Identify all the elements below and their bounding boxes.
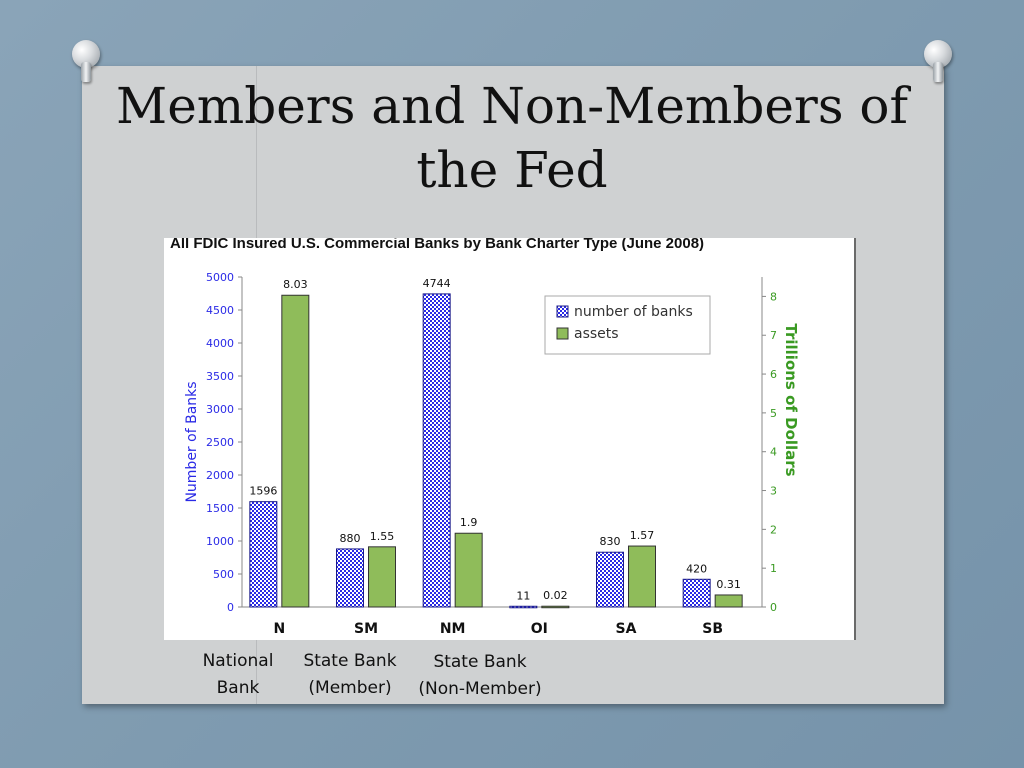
- left-tick-label: 3000: [206, 403, 234, 416]
- bar-assets: [628, 545, 656, 608]
- slide-title-line1: Members and Non-Members of: [116, 77, 908, 135]
- data-label-banks: 420: [686, 562, 707, 575]
- caption-line: State Bank: [433, 652, 527, 672]
- caption-line: (Non-Member): [418, 679, 542, 699]
- bar-assets: [541, 605, 570, 609]
- bar-number-of-banks: [509, 605, 538, 609]
- bar-number-of-banks: [249, 501, 278, 608]
- left-tick-label: 0: [227, 601, 234, 614]
- bar-number-of-banks: [682, 578, 711, 608]
- left-tick-label: 2000: [206, 469, 234, 482]
- data-label-assets: 1.57: [630, 529, 655, 542]
- caption-state-bank-non-member: State Bank (Non-Member): [406, 649, 554, 703]
- bar-assets: [281, 294, 310, 608]
- bar-number-of-banks: [422, 293, 451, 608]
- x-category-label: OI: [531, 621, 548, 637]
- left-tick-label: 4500: [206, 304, 234, 317]
- data-label-assets: 1.9: [460, 516, 478, 529]
- legend-swatch-assets: [556, 327, 569, 340]
- x-category-label: SB: [702, 621, 723, 637]
- caption-state-bank-member: State Bank (Member): [290, 648, 410, 702]
- right-tick-label: 5: [770, 407, 777, 420]
- bar-number-of-banks: [596, 551, 624, 608]
- left-tick-label: 3500: [206, 370, 234, 383]
- caption-national-bank: National Bank: [190, 648, 286, 702]
- bar-chart-image: All FDIC Insured U.S. Commercial Banks b…: [164, 238, 856, 640]
- left-tick-label: 1500: [206, 502, 234, 515]
- left-axis-title: Number of Banks: [184, 381, 200, 502]
- right-tick-label: 4: [770, 446, 777, 459]
- data-label-assets: 0.31: [716, 578, 741, 591]
- caption-line: (Member): [308, 678, 392, 698]
- x-category-label: SM: [354, 621, 378, 637]
- data-label-banks: 1596: [249, 485, 277, 498]
- left-tick-label: 4000: [206, 337, 234, 350]
- data-label-assets: 0.02: [543, 589, 568, 602]
- data-label-assets: 8.03: [283, 278, 308, 291]
- caption-line: National: [202, 651, 274, 671]
- right-tick-label: 0: [770, 601, 777, 614]
- caption-line: Bank: [216, 678, 260, 698]
- bar-assets: [714, 594, 743, 608]
- chart-frame-edge: [854, 238, 856, 640]
- slide-title: Members and Non-Members of the Fed: [100, 74, 924, 202]
- chart-title: All FDIC Insured U.S. Commercial Banks b…: [170, 238, 705, 252]
- legend-box: [544, 295, 711, 355]
- data-label-banks: 11: [516, 589, 530, 602]
- bar-chart: 0 500 1000 1500 2000 2500 3000 3500 4000 4500 5000…: [184, 271, 800, 637]
- slide-title-line2: the Fed: [416, 141, 608, 199]
- right-tick-label: 8: [770, 290, 777, 303]
- data-label-banks: 4744: [423, 277, 451, 290]
- left-tick-label: 1000: [206, 535, 234, 548]
- right-axis-title: Trillions of Dollars: [782, 323, 800, 476]
- data-label-assets: 1.55: [370, 530, 395, 543]
- bar-assets: [454, 532, 483, 608]
- bar-number-of-banks: [336, 548, 364, 608]
- data-label-banks: 830: [600, 535, 621, 548]
- right-tick-label: 6: [770, 368, 777, 381]
- left-tick-label: 500: [213, 568, 234, 581]
- x-category-label: N: [273, 621, 285, 637]
- x-category-label: NM: [440, 621, 466, 637]
- right-tick-label: 2: [770, 523, 777, 536]
- legend-label-assets: assets: [574, 326, 619, 342]
- left-tick-label: 5000: [206, 271, 234, 284]
- pushpin-icon-right: [920, 40, 956, 86]
- data-label-banks: 880: [340, 532, 361, 545]
- right-tick-label: 1: [770, 562, 777, 575]
- x-category-label: SA: [616, 621, 637, 637]
- right-tick-label: 3: [770, 485, 777, 498]
- pushpin-icon-left: [68, 40, 104, 86]
- left-tick-label: 2500: [206, 436, 234, 449]
- caption-line: State Bank: [303, 651, 397, 671]
- legend-swatch-banks: [556, 305, 569, 318]
- legend-label-banks: number of banks: [574, 304, 693, 320]
- bar-assets: [368, 546, 396, 608]
- right-tick-label: 7: [770, 329, 777, 342]
